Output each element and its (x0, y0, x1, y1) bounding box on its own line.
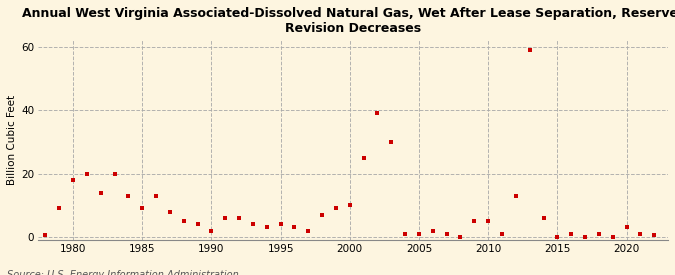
Point (358, 155, 369, 160)
Point (331, 206, 342, 211)
Y-axis label: Billion Cubic Feet: Billion Cubic Feet (7, 95, 17, 185)
Point (220, 216, 231, 220)
Point (593, 232, 604, 236)
Point (510, 194, 521, 198)
Point (427, 229, 438, 233)
Point (40, 233, 51, 238)
Point (178, 219, 189, 223)
Point (137, 206, 148, 211)
Point (538, 216, 549, 220)
Point (123, 194, 134, 198)
Point (524, 48, 535, 52)
Title: Annual West Virginia Associated-Dissolved Natural Gas, Wet After Lease Separatio: Annual West Virginia Associated-Dissolve… (22, 7, 675, 35)
Point (441, 232, 452, 236)
Point (95, 190, 106, 195)
Point (303, 229, 314, 233)
Point (317, 213, 327, 217)
Point (580, 235, 591, 239)
Point (261, 225, 272, 230)
Point (289, 225, 300, 230)
Point (386, 140, 397, 144)
Point (497, 232, 508, 236)
Point (151, 194, 161, 198)
Point (372, 111, 383, 116)
Point (552, 235, 563, 239)
Point (82, 171, 92, 176)
Point (455, 235, 466, 239)
Point (414, 232, 425, 236)
Point (206, 229, 217, 233)
Point (192, 222, 203, 227)
Point (608, 235, 618, 239)
Text: Source: U.S. Energy Information Administration: Source: U.S. Energy Information Administ… (7, 271, 238, 275)
Point (234, 216, 244, 220)
Point (54, 206, 65, 211)
Point (248, 222, 259, 227)
Point (483, 219, 493, 223)
Point (400, 232, 410, 236)
Point (344, 203, 355, 207)
Point (68, 178, 78, 182)
Point (649, 233, 659, 238)
Point (566, 232, 576, 236)
Point (275, 222, 286, 227)
Point (621, 225, 632, 230)
Point (109, 171, 120, 176)
Point (635, 232, 646, 236)
Point (165, 209, 176, 214)
Point (469, 219, 480, 223)
